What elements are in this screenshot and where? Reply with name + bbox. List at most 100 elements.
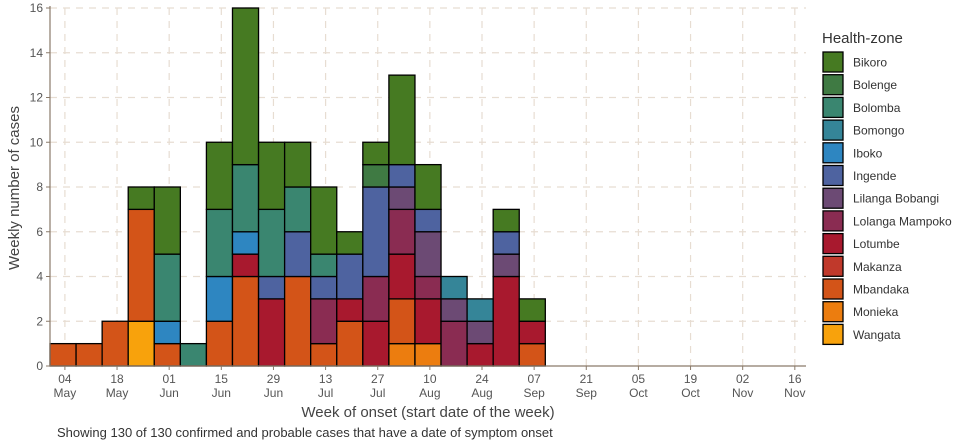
bar-segment-bikoro xyxy=(362,141,390,166)
bar-segment-bomongo xyxy=(440,275,468,300)
bars xyxy=(49,7,546,367)
legend-label: Lilanga Bobangi xyxy=(853,192,939,206)
bar-segment-bikoro xyxy=(257,141,286,211)
bar-segment-lotumbe xyxy=(414,298,442,345)
x-tick-label-day: 27 xyxy=(371,372,385,386)
x-tick-label-month: Nov xyxy=(784,386,805,400)
x-tick-label-month: Jul xyxy=(318,386,333,400)
bar-segment-ingende xyxy=(310,275,338,300)
bar-segment-mbandaka xyxy=(127,208,155,322)
legend-swatch xyxy=(822,323,844,346)
x-tick-label-month: Sep xyxy=(523,386,545,400)
bar-segment-monieka xyxy=(414,342,442,367)
bar-segment-bolomba xyxy=(153,253,181,322)
axes: 024681012141604May18May01Jun15Jun29Jun13… xyxy=(30,1,806,400)
bar-segment-ingende xyxy=(362,186,390,278)
bar-segment-bikoro xyxy=(388,74,416,166)
bar-segment-bolomba xyxy=(179,342,208,367)
legend-swatch xyxy=(822,187,844,209)
bar-segment-bolenge xyxy=(362,163,390,188)
bar-segment-bolomba xyxy=(257,208,286,278)
bar-segment-bikoro xyxy=(492,208,520,233)
bar-segment-lotumbe xyxy=(388,253,416,300)
x-tick-label-month: Nov xyxy=(732,386,753,400)
bar-segment-bikoro xyxy=(310,186,338,255)
x-tick-label-day: 13 xyxy=(319,372,333,386)
x-tick-label-month: May xyxy=(54,386,77,400)
bar-segment-lilanga-bobangi xyxy=(414,231,442,278)
bar-segment-mbandaka xyxy=(283,275,312,367)
y-tick-label: 2 xyxy=(36,314,43,328)
legend-swatch xyxy=(822,142,844,164)
bar-segment-lotumbe xyxy=(466,342,494,367)
x-tick-label-day: 07 xyxy=(527,372,541,386)
x-tick-label-day: 10 xyxy=(423,372,437,386)
bar-segment-monieka xyxy=(388,342,416,367)
y-tick-label: 0 xyxy=(36,359,43,373)
y-tick-label: 4 xyxy=(36,270,43,284)
x-axis-title: Week of onset (start date of the week) xyxy=(301,404,554,421)
x-tick-label-day: 21 xyxy=(580,372,594,386)
bar-segment-lilanga-bobangi xyxy=(440,298,468,322)
bar-segment-lotumbe xyxy=(336,298,364,322)
bar-segment-bolomba xyxy=(231,163,260,233)
legend-swatch xyxy=(822,51,844,73)
bar-segment-bomongo xyxy=(466,298,494,322)
bar-segment-mbandaka xyxy=(518,342,546,367)
x-tick-label-day: 16 xyxy=(788,372,802,386)
legend-swatch xyxy=(822,301,844,323)
x-tick-label-month: Jun xyxy=(212,386,231,400)
x-tick-label-day: 02 xyxy=(736,372,750,386)
bar-segment-bikoro xyxy=(153,186,181,255)
bar-segment-bikoro xyxy=(414,163,442,211)
legend-label: Iboko xyxy=(853,146,883,160)
bar-segment-ingende xyxy=(283,231,312,278)
legend-label: Monieka xyxy=(853,305,899,319)
x-tick-label-month: Jun xyxy=(264,386,283,400)
bar-segment-lotumbe xyxy=(257,298,286,367)
y-tick-label: 10 xyxy=(30,135,44,149)
legend-swatch xyxy=(822,96,844,119)
x-tick-label-month: Oct xyxy=(629,386,648,400)
legend-label: Wangata xyxy=(853,328,901,342)
bar-segment-lilanga-bobangi xyxy=(466,320,494,345)
bar-segment-bikoro xyxy=(283,141,312,188)
legend-title: Health-zone xyxy=(822,30,903,47)
legend-label: Bikoro xyxy=(853,56,887,70)
x-tick-label-day: 29 xyxy=(267,372,281,386)
legend-label: Bolomba xyxy=(853,101,901,115)
x-tick-label-day: 01 xyxy=(162,372,176,386)
x-tick-label-month: Sep xyxy=(576,386,598,400)
legend-label: Lotumbe xyxy=(853,237,900,251)
bar-segment-lolanga-mampoko xyxy=(414,275,442,300)
x-tick-label-month: Aug xyxy=(419,386,440,400)
bar-segment-lilanga-bobangi xyxy=(388,186,416,211)
bar-segment-mbandaka xyxy=(205,320,234,367)
bar-segment-lotumbe xyxy=(492,275,520,367)
caption: Showing 130 of 130 confirmed and probabl… xyxy=(57,425,553,440)
y-tick-label: 12 xyxy=(30,91,44,105)
y-axis-title: Weekly number of cases xyxy=(6,106,23,270)
bar-segment-ingende xyxy=(492,231,520,255)
legend-label: Bomongo xyxy=(853,124,905,138)
legend-label: Mbandaka xyxy=(853,283,909,297)
bar-segment-mbandaka xyxy=(310,342,338,367)
bar-segment-bolomba xyxy=(205,208,234,278)
legend-swatch xyxy=(822,255,844,277)
bar-segment-lolanga-mampoko xyxy=(310,298,338,345)
legend-swatch xyxy=(822,164,844,187)
bar-segment-lotumbe xyxy=(362,320,390,367)
bar-segment-lolanga-mampoko xyxy=(362,275,390,322)
legend-swatch xyxy=(822,210,844,232)
legend-label: Bolenge xyxy=(853,78,897,92)
bar-segment-bolomba xyxy=(310,253,338,278)
bar-segment-bolomba xyxy=(283,186,312,233)
legend-swatch xyxy=(822,278,844,300)
legend-swatch xyxy=(822,74,844,96)
bar-segment-mbandaka xyxy=(388,298,416,345)
x-tick-label-day: 15 xyxy=(215,372,229,386)
bar-segment-lolanga-mampoko xyxy=(440,320,468,367)
bar-segment-ingende xyxy=(388,163,416,188)
x-tick-label-month: May xyxy=(106,386,129,400)
